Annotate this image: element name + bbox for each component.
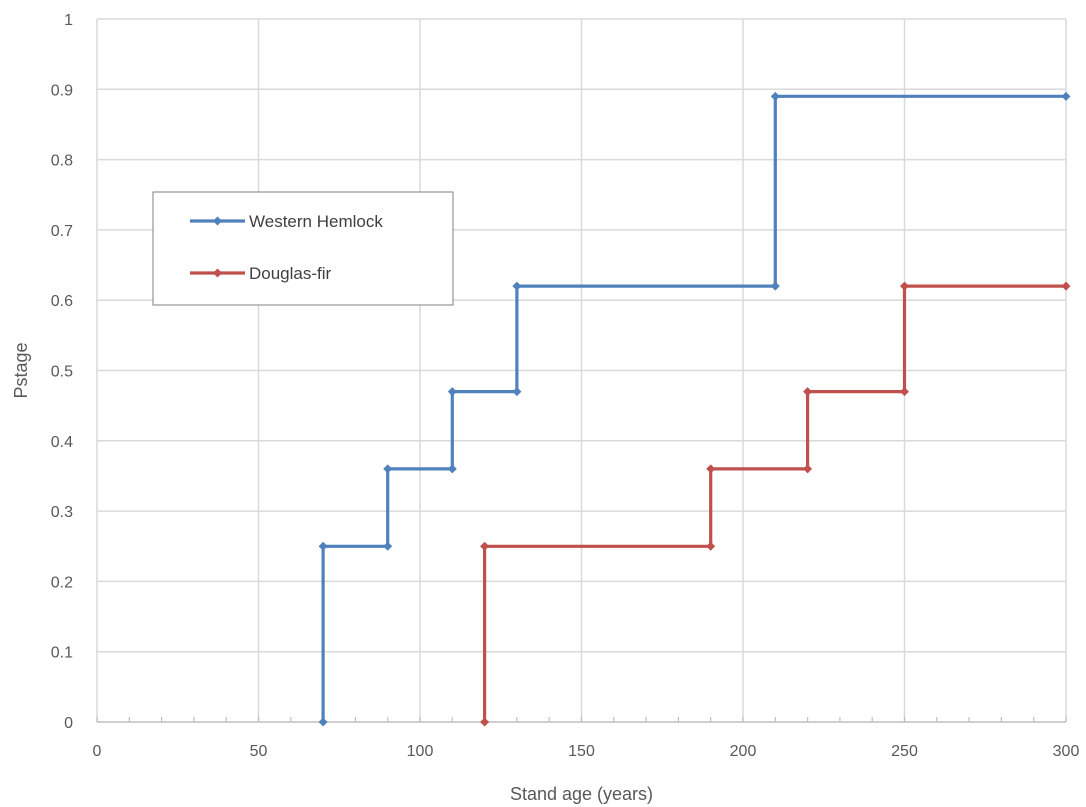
y-tick-label: 0	[64, 715, 73, 732]
series-1	[480, 281, 1071, 727]
data-point	[447, 387, 457, 397]
data-point	[770, 281, 780, 291]
y-tick-label: 0.7	[51, 223, 73, 240]
data-point	[318, 541, 328, 551]
data-point	[512, 387, 522, 397]
x-tick-label: 50	[250, 743, 268, 760]
legend-item: Douglas-fir	[190, 264, 332, 283]
legend-swatch-marker	[213, 216, 222, 226]
data-point	[383, 464, 393, 474]
x-tick-label: 250	[891, 743, 918, 760]
data-point	[900, 281, 909, 291]
data-point	[447, 464, 457, 474]
x-tick-label: 100	[407, 743, 434, 760]
data-point	[480, 717, 490, 727]
legend-label: Western Hemlock	[249, 212, 383, 231]
axes: 0 0.1 0.2 0.3 0.4 0.5 0.6 0.7 0.8 0.9 1 0 50 100 150 20…	[51, 12, 1080, 760]
x-tick-label: 150	[568, 743, 595, 760]
legend-swatch-marker	[213, 268, 222, 278]
data-point	[803, 387, 813, 397]
y-tick-label: 0.2	[51, 574, 73, 591]
data-point	[706, 464, 716, 474]
data-point	[383, 541, 393, 551]
data-point	[803, 464, 813, 474]
legend-box	[152, 191, 454, 306]
data-point	[480, 541, 490, 551]
x-tick-label: 0	[93, 743, 102, 760]
y-tick-label: 0.8	[51, 153, 73, 170]
series-0	[318, 91, 1071, 727]
y-axis-title: Pstage	[11, 342, 31, 398]
grid	[96, 18, 1067, 722]
data-point	[900, 387, 909, 397]
data-point	[1061, 91, 1071, 101]
y-tick-label: 0.5	[51, 364, 73, 381]
y-tick-label: 1	[64, 12, 73, 29]
y-tick-label: 0.4	[51, 434, 73, 451]
data-point	[770, 91, 780, 101]
series-line	[321, 94, 1066, 722]
y-tick-label: 0.9	[51, 82, 73, 99]
legend: Western Hemlock Douglas-fir	[152, 191, 454, 306]
data-point	[706, 541, 716, 551]
y-tick-label: 0.3	[51, 504, 73, 521]
series-layer	[318, 91, 1071, 727]
y-tick-label: 0.1	[51, 645, 73, 662]
data-point	[512, 281, 522, 291]
legend-item: Western Hemlock	[190, 212, 383, 231]
data-point	[318, 717, 328, 727]
x-axis-title: Stand age (years)	[510, 784, 653, 804]
x-tick-label: 300	[1053, 743, 1080, 760]
data-point	[1061, 281, 1071, 291]
series-line	[483, 284, 1066, 722]
legend-label: Douglas-fir	[249, 264, 332, 283]
x-tick-label: 200	[730, 743, 757, 760]
y-tick-label: 0.6	[51, 293, 73, 310]
